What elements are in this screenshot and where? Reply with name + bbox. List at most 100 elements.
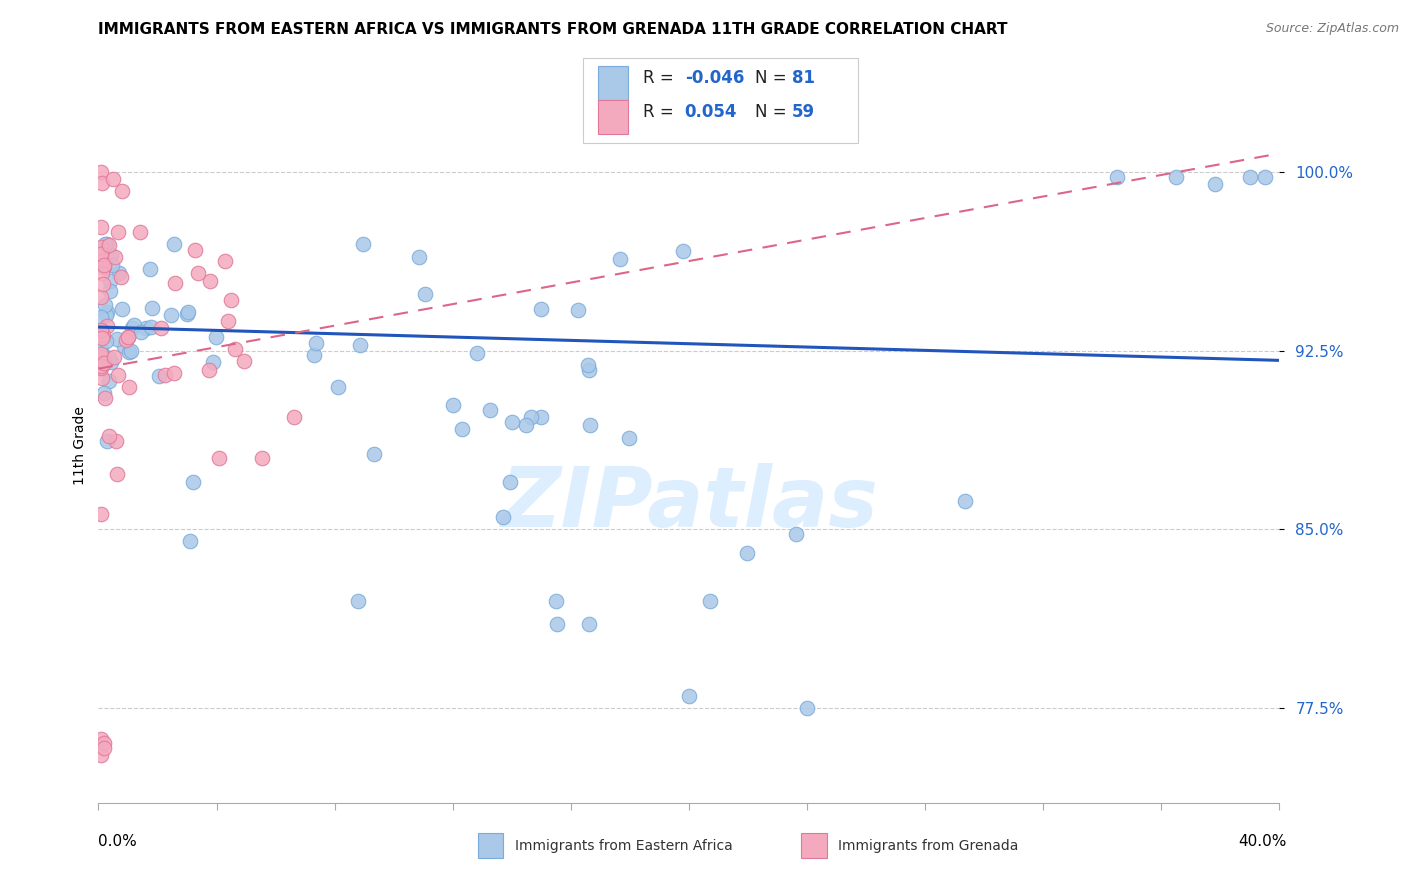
Point <box>346 593 368 607</box>
Point <box>90 371 112 385</box>
Point <box>101 258 124 272</box>
Text: 0.0%: 0.0% <box>98 834 138 848</box>
Point <box>737 546 759 560</box>
Point <box>122 318 145 332</box>
Point <box>129 326 152 340</box>
Point <box>150 321 173 335</box>
Point <box>576 358 599 372</box>
Point <box>115 333 138 347</box>
Y-axis label: 11th Grade: 11th Grade <box>73 407 87 485</box>
Point <box>162 236 184 251</box>
Point <box>96 434 118 449</box>
Point <box>796 700 818 714</box>
Point <box>785 527 807 541</box>
Point <box>201 355 224 369</box>
Point <box>90 748 112 763</box>
Point <box>93 356 115 370</box>
Point <box>208 450 231 465</box>
Point <box>578 617 600 632</box>
Point <box>96 236 118 251</box>
Point <box>93 736 115 750</box>
Point <box>305 336 328 351</box>
Point <box>93 260 115 274</box>
Point <box>90 240 112 254</box>
Point <box>530 301 553 316</box>
Point <box>520 409 543 424</box>
Point <box>205 330 228 344</box>
Point <box>121 321 143 335</box>
Point <box>90 310 112 324</box>
Text: Immigrants from Eastern Africa: Immigrants from Eastern Africa <box>515 838 733 853</box>
Text: 0.054: 0.054 <box>685 103 737 121</box>
Text: R =: R = <box>643 70 679 87</box>
Point <box>93 386 115 401</box>
Point <box>90 359 112 374</box>
Point <box>408 250 430 264</box>
Point <box>117 330 139 344</box>
Point <box>90 247 112 261</box>
Point <box>107 225 129 239</box>
Point <box>163 366 186 380</box>
Point <box>198 363 221 377</box>
Point <box>699 593 721 607</box>
Text: ZIPatlas: ZIPatlas <box>501 463 877 543</box>
Point <box>93 258 115 272</box>
Point <box>110 270 132 285</box>
Point <box>567 303 589 318</box>
Point <box>94 334 117 348</box>
Point <box>94 236 117 251</box>
Point <box>108 266 131 280</box>
Point <box>90 731 112 746</box>
Point <box>91 328 114 343</box>
Point <box>184 244 207 258</box>
Point <box>1254 170 1277 185</box>
Point <box>609 252 631 267</box>
Point <box>90 323 112 337</box>
Point <box>672 244 695 258</box>
Point <box>219 293 242 308</box>
Point <box>328 379 350 393</box>
Point <box>492 510 515 524</box>
Point <box>1239 170 1261 185</box>
Point <box>578 363 600 377</box>
Text: N =: N = <box>755 103 792 121</box>
Point <box>98 429 121 443</box>
Point <box>478 402 501 417</box>
Point <box>105 467 128 481</box>
Point <box>104 250 127 264</box>
Point <box>105 332 128 346</box>
Point <box>218 314 240 328</box>
Point <box>91 266 114 280</box>
Point <box>1204 178 1226 192</box>
Point <box>90 323 112 337</box>
Text: 81: 81 <box>792 70 814 87</box>
Point <box>90 165 112 179</box>
Point <box>160 308 183 322</box>
Point <box>617 431 640 445</box>
Point <box>118 344 141 359</box>
Point <box>98 238 121 252</box>
Point <box>179 534 201 549</box>
Point <box>98 274 121 288</box>
Point <box>352 236 374 251</box>
Point <box>187 266 209 280</box>
Point <box>441 398 464 412</box>
Point <box>112 339 135 353</box>
Point <box>955 493 977 508</box>
Point <box>94 308 117 322</box>
Point <box>349 337 371 351</box>
Point <box>450 421 472 435</box>
Point <box>181 475 204 489</box>
Point <box>363 447 385 461</box>
Point <box>546 617 568 632</box>
Point <box>129 225 152 239</box>
Point <box>302 347 325 361</box>
Text: 40.0%: 40.0% <box>1239 834 1286 848</box>
Point <box>224 342 246 356</box>
Point <box>111 302 134 317</box>
Point <box>103 171 125 186</box>
Point <box>93 298 115 312</box>
Point <box>100 355 122 369</box>
Text: IMMIGRANTS FROM EASTERN AFRICA VS IMMIGRANTS FROM GRENADA 11TH GRADE CORRELATION: IMMIGRANTS FROM EASTERN AFRICA VS IMMIGR… <box>98 22 1008 37</box>
Point <box>1164 170 1187 185</box>
